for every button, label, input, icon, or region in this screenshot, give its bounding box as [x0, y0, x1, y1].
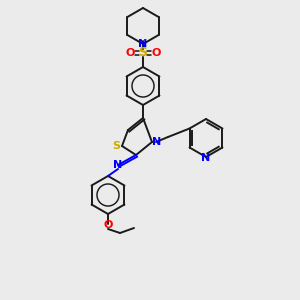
Text: N: N — [201, 153, 211, 163]
Text: O: O — [151, 48, 161, 58]
Text: N: N — [138, 39, 148, 49]
Text: S: S — [112, 141, 120, 151]
Text: O: O — [125, 48, 135, 58]
Text: O: O — [103, 220, 113, 230]
Text: N: N — [113, 160, 123, 170]
Text: S: S — [139, 46, 148, 59]
Text: N: N — [152, 137, 162, 147]
